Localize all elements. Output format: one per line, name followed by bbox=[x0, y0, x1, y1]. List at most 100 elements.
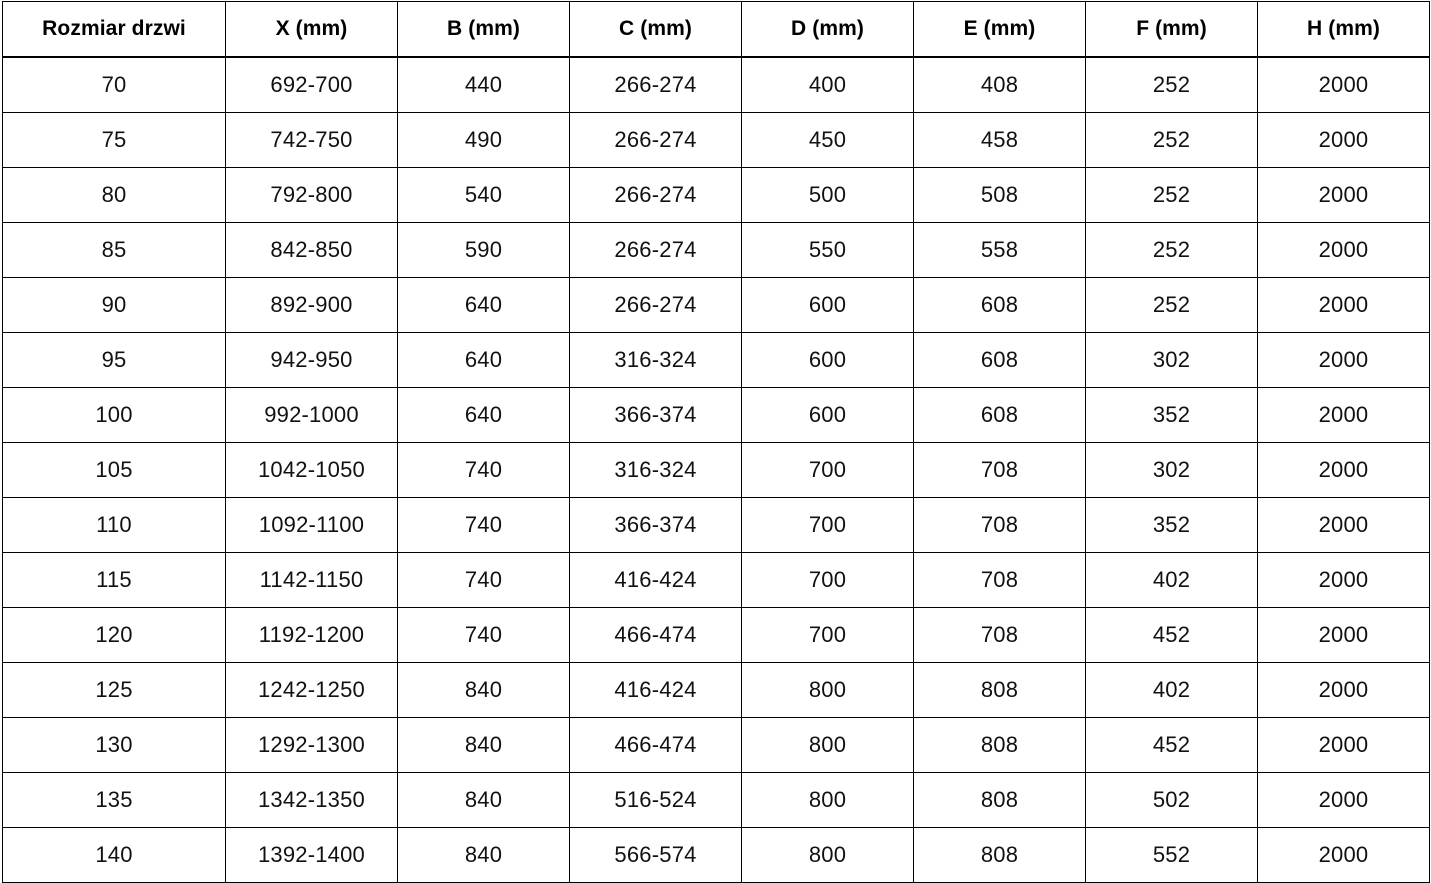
cell-d: 700 bbox=[741, 497, 914, 553]
cell-c: 316-324 bbox=[569, 442, 742, 498]
cell-x: 692-700 bbox=[225, 56, 398, 113]
cell-c: 266-274 bbox=[569, 277, 742, 333]
table-row: 105 1042-1050 740 316-324 700 708 302 2000 bbox=[2, 442, 1430, 498]
cell-x: 892-900 bbox=[225, 277, 398, 333]
column-header-e: E (mm) bbox=[913, 1, 1086, 58]
cell-size: 85 bbox=[2, 222, 226, 278]
column-header-h: H (mm) bbox=[1257, 1, 1430, 58]
table-body: 70 692-700 440 266-274 400 408 252 2000 75 742-75… bbox=[2, 56, 1430, 883]
cell-f: 252 bbox=[1085, 222, 1258, 278]
cell-h: 2000 bbox=[1257, 552, 1430, 608]
column-header-d: D (mm) bbox=[741, 1, 914, 58]
cell-e: 608 bbox=[913, 277, 1086, 333]
table-row: 70 692-700 440 266-274 400 408 252 2000 bbox=[2, 56, 1430, 113]
cell-x: 1242-1250 bbox=[225, 662, 398, 718]
cell-d: 800 bbox=[741, 772, 914, 828]
column-header-x: X (mm) bbox=[225, 1, 398, 58]
table-row: 80 792-800 540 266-274 500 508 252 2000 bbox=[2, 167, 1430, 223]
table-row: 100 992-1000 640 366-374 600 608 352 2000 bbox=[2, 387, 1430, 443]
cell-d: 450 bbox=[741, 112, 914, 168]
cell-b: 640 bbox=[397, 332, 570, 388]
cell-x: 1092-1100 bbox=[225, 497, 398, 553]
cell-e: 808 bbox=[913, 717, 1086, 773]
table-row: 115 1142-1150 740 416-424 700 708 402 2000 bbox=[2, 552, 1430, 608]
cell-e: 708 bbox=[913, 552, 1086, 608]
cell-h: 2000 bbox=[1257, 167, 1430, 223]
cell-e: 708 bbox=[913, 607, 1086, 663]
cell-h: 2000 bbox=[1257, 607, 1430, 663]
cell-b: 540 bbox=[397, 167, 570, 223]
cell-h: 2000 bbox=[1257, 717, 1430, 773]
table-row: 135 1342-1350 840 516-524 800 808 502 2000 bbox=[2, 772, 1430, 828]
cell-b: 740 bbox=[397, 442, 570, 498]
column-header-b: B (mm) bbox=[397, 1, 570, 58]
cell-b: 840 bbox=[397, 827, 570, 883]
cell-b: 640 bbox=[397, 277, 570, 333]
cell-size: 75 bbox=[2, 112, 226, 168]
cell-size: 140 bbox=[2, 827, 226, 883]
table-row: 75 742-750 490 266-274 450 458 252 2000 bbox=[2, 112, 1430, 168]
cell-b: 740 bbox=[397, 607, 570, 663]
cell-size: 120 bbox=[2, 607, 226, 663]
cell-size: 70 bbox=[2, 56, 226, 113]
cell-d: 800 bbox=[741, 827, 914, 883]
cell-d: 800 bbox=[741, 717, 914, 773]
cell-c: 266-274 bbox=[569, 56, 742, 113]
cell-e: 708 bbox=[913, 497, 1086, 553]
cell-b: 840 bbox=[397, 662, 570, 718]
cell-c: 266-274 bbox=[569, 112, 742, 168]
cell-f: 252 bbox=[1085, 167, 1258, 223]
cell-size: 125 bbox=[2, 662, 226, 718]
cell-b: 840 bbox=[397, 717, 570, 773]
cell-x: 1392-1400 bbox=[225, 827, 398, 883]
cell-d: 600 bbox=[741, 387, 914, 443]
cell-x: 992-1000 bbox=[225, 387, 398, 443]
cell-d: 700 bbox=[741, 607, 914, 663]
cell-f: 452 bbox=[1085, 717, 1258, 773]
cell-f: 252 bbox=[1085, 112, 1258, 168]
cell-e: 608 bbox=[913, 387, 1086, 443]
cell-f: 452 bbox=[1085, 607, 1258, 663]
cell-b: 440 bbox=[397, 56, 570, 113]
cell-size: 105 bbox=[2, 442, 226, 498]
table-row: 130 1292-1300 840 466-474 800 808 452 2000 bbox=[2, 717, 1430, 773]
cell-x: 1142-1150 bbox=[225, 552, 398, 608]
cell-c: 366-374 bbox=[569, 387, 742, 443]
cell-d: 700 bbox=[741, 552, 914, 608]
column-header-f: F (mm) bbox=[1085, 1, 1258, 58]
cell-e: 808 bbox=[913, 827, 1086, 883]
cell-e: 458 bbox=[913, 112, 1086, 168]
cell-b: 590 bbox=[397, 222, 570, 278]
cell-b: 640 bbox=[397, 387, 570, 443]
cell-e: 508 bbox=[913, 167, 1086, 223]
cell-f: 402 bbox=[1085, 552, 1258, 608]
cell-h: 2000 bbox=[1257, 387, 1430, 443]
cell-b: 740 bbox=[397, 497, 570, 553]
cell-x: 742-750 bbox=[225, 112, 398, 168]
cell-c: 316-324 bbox=[569, 332, 742, 388]
cell-h: 2000 bbox=[1257, 277, 1430, 333]
cell-h: 2000 bbox=[1257, 772, 1430, 828]
cell-c: 366-374 bbox=[569, 497, 742, 553]
cell-d: 700 bbox=[741, 442, 914, 498]
cell-c: 466-474 bbox=[569, 717, 742, 773]
cell-h: 2000 bbox=[1257, 442, 1430, 498]
cell-d: 550 bbox=[741, 222, 914, 278]
cell-size: 80 bbox=[2, 167, 226, 223]
cell-e: 808 bbox=[913, 772, 1086, 828]
cell-h: 2000 bbox=[1257, 222, 1430, 278]
cell-h: 2000 bbox=[1257, 112, 1430, 168]
cell-f: 302 bbox=[1085, 442, 1258, 498]
cell-h: 2000 bbox=[1257, 662, 1430, 718]
cell-c: 266-274 bbox=[569, 222, 742, 278]
table-row: 95 942-950 640 316-324 600 608 302 2000 bbox=[2, 332, 1430, 388]
cell-d: 500 bbox=[741, 167, 914, 223]
cell-c: 266-274 bbox=[569, 167, 742, 223]
cell-size: 110 bbox=[2, 497, 226, 553]
cell-size: 115 bbox=[2, 552, 226, 608]
cell-f: 252 bbox=[1085, 56, 1258, 113]
cell-f: 402 bbox=[1085, 662, 1258, 718]
cell-c: 466-474 bbox=[569, 607, 742, 663]
cell-h: 2000 bbox=[1257, 56, 1430, 113]
